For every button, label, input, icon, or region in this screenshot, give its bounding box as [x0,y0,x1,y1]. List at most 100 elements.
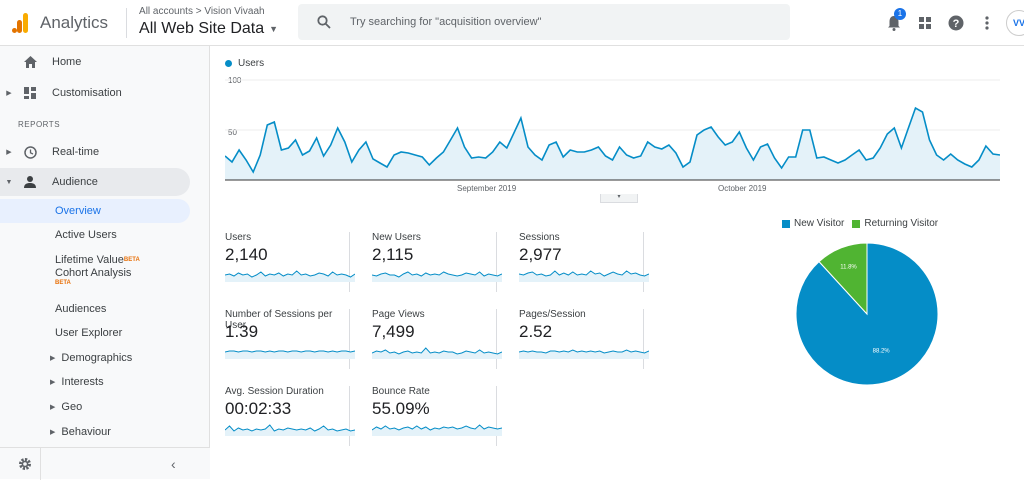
sidebar: Home ▶ Customisation REPORTS ▶ Real-time… [0,46,210,480]
dropdown-caret-icon: ▼ [269,23,279,34]
metric-value: 2,977 [519,245,562,264]
users-series-line [225,106,1000,174]
sidebar-item-label: Audience [52,176,98,188]
search-bar[interactable]: Try searching for "acquisition overview" [298,4,790,40]
sidebar-item-behaviour[interactable]: ▶ Behaviour [50,421,111,443]
sidebar-item-active-users[interactable]: Active Users [55,229,117,241]
metric-sparkline [225,270,355,282]
metric-page-views[interactable]: Page Views 7,499 [357,309,502,369]
reports-section-label: REPORTS [18,120,61,129]
metric-value: 00:02:33 [225,399,292,418]
sidebar-item-audience[interactable]: ▼ Audience [0,168,190,196]
metric-sparkline [519,270,649,282]
collapse-sidebar-icon[interactable]: ‹ [171,456,176,472]
expand-arrow-icon: ▶ [50,404,56,411]
sidebar-item-label: Lifetime Value [55,254,124,266]
pie-slice-label: 11.8% [840,264,857,270]
visitor-pie-chart[interactable]: 88.2% 11.8% [795,242,939,386]
legend-label: Returning Visitor [864,218,939,229]
view-selector[interactable]: All Web Site Data ▼ [139,18,299,40]
more-vert-icon[interactable] [971,16,1002,30]
sidebar-item-label: Interests [61,376,104,388]
metric-value: 2.52 [519,322,553,341]
pie-slice-label: 88.2% [873,348,891,354]
view-name: All Web Site Data [139,19,265,37]
divider [126,7,128,38]
sidebar-item-label: Home [52,56,82,68]
chart-collapse-handle[interactable]: ▾ [600,194,638,203]
search-placeholder: Try searching for "acquisition overview" [350,16,542,28]
metric-label: Avg. Session Duration [225,386,324,397]
metric-sparkline [372,271,502,282]
users-line-chart[interactable] [225,74,1000,182]
top-bar: Analytics All accounts > Vision Vivaah A… [0,0,1024,46]
metric-label: Page Views [372,309,425,320]
chart-legend-users: Users [225,58,264,69]
sidebar-item-lifetime-value[interactable]: Lifetime Value BETA [55,249,140,271]
avatar[interactable]: VV [1006,10,1024,36]
search-icon [298,15,350,29]
sidebar-item-overview[interactable]: Overview [55,205,101,217]
account-selector[interactable]: All accounts > Vision Vivaah All Web Sit… [139,6,299,40]
metric-sparkline [225,350,355,359]
dashboard-icon [18,87,42,99]
sidebar-footer: ‹ [0,447,210,480]
collapse-arrow-icon: ▼ [5,178,13,186]
svg-text:?: ? [952,18,959,30]
expand-arrow-icon: ▶ [6,90,12,97]
expand-arrow-icon: ▶ [50,379,56,386]
metric-avg-session-duration[interactable]: Avg. Session Duration 00:02:33 [210,386,355,446]
bell-icon[interactable]: 1 [878,8,909,31]
metric-value: 2,140 [225,245,268,264]
person-icon [18,176,42,188]
metric-sessions[interactable]: Sessions 2,977 [504,232,649,292]
divider [40,448,41,480]
metric-value: 55.09% [372,399,430,418]
metric-bounce-rate[interactable]: Bounce Rate 55.09% [357,386,502,446]
sidebar-item-cohort-analysis[interactable]: Cohort Analysis BETA [55,268,131,296]
metric-users[interactable]: Users 2,140 [210,232,355,292]
metric-label: Sessions [519,232,560,243]
sidebar-item-home[interactable]: Home [0,48,210,76]
sidebar-item-realtime[interactable]: ▶ Real-time [0,138,210,166]
legend-swatch [782,219,790,228]
sidebar-item-label: Behaviour [61,426,111,438]
metric-sparkline [225,424,355,436]
help-icon[interactable]: ? [940,15,971,31]
metric-sparkline [372,347,502,359]
metric-new-users[interactable]: New Users 2,115 [357,232,502,292]
metric-number-of-sessions-per-user[interactable]: Number of Sessions per User 1.39 [210,309,355,369]
pie-slice-returning-visitor[interactable] [818,242,868,316]
sidebar-item-demographics[interactable]: ▶ Demographics [50,347,133,369]
legend-dot [225,60,232,67]
y-tick-label: 50 [228,128,237,137]
legend-label: New Visitor [794,218,845,229]
expand-arrow-icon: ▶ [50,429,56,436]
analytics-logo-icon[interactable] [0,0,40,46]
sidebar-item-user-explorer[interactable]: User Explorer [55,327,123,339]
settings-icon[interactable] [18,457,32,476]
sidebar-item-label: Customisation [52,87,122,99]
sidebar-item-label: Demographics [61,352,133,364]
toolbar-icons: 1 ? VV [878,0,1024,46]
sidebar-item-interests[interactable]: ▶ Interests [50,371,104,393]
metric-label: New Users [372,232,421,243]
main-content: Users 100 50 September 2019 October 2019… [210,46,1024,479]
apps-grid-icon[interactable] [909,17,940,29]
metric-label: Pages/Session [519,309,586,320]
metric-value: 7,499 [372,322,415,341]
legend-label: Users [238,58,265,69]
metric-pages-session[interactable]: Pages/Session 2.52 [504,309,649,369]
metric-label: Bounce Rate [372,386,430,397]
x-tick-label: October 2019 [718,184,767,193]
sidebar-item-audiences[interactable]: Audiences [55,303,107,315]
home-icon [18,56,42,68]
sidebar-item-label: Geo [61,401,83,413]
sidebar-item-customisation[interactable]: ▶ Customisation [0,79,210,107]
notification-badge: 1 [894,8,906,20]
metric-value: 1.39 [225,322,259,341]
sidebar-item-label: Real-time [52,146,100,158]
sidebar-item-geo[interactable]: ▶ Geo [50,396,83,418]
metric-value: 2,115 [372,245,414,264]
x-tick-label: September 2019 [457,184,517,193]
